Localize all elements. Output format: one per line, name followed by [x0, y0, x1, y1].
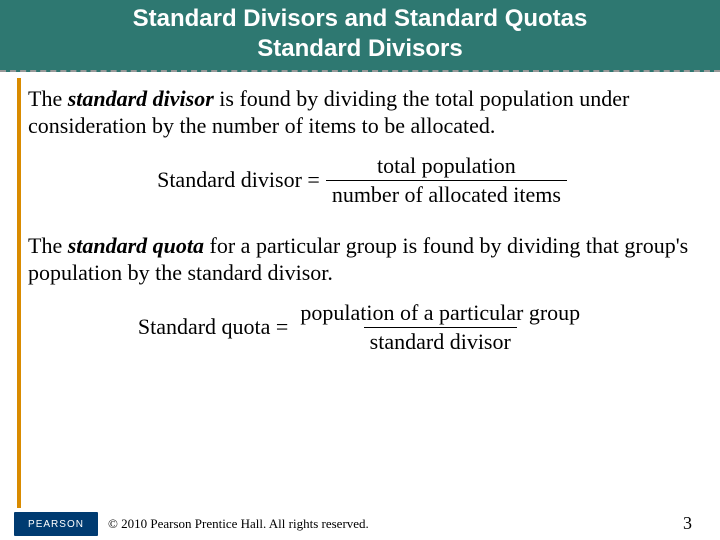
slide: Standard Divisors and Standard Quotas St…: [0, 0, 720, 540]
para1-term: standard divisor: [68, 86, 214, 111]
copyright-text: © 2010 Pearson Prentice Hall. All rights…: [108, 516, 369, 532]
formula-standard-divisor: Standard divisor = total population numb…: [28, 154, 696, 207]
formula2-numerator: population of a particular group: [294, 301, 586, 327]
formula1-denominator: number of allocated items: [326, 180, 567, 207]
accent-bar: [17, 78, 21, 508]
header-line-1: Standard Divisors and Standard Quotas: [0, 4, 720, 34]
paragraph-standard-quota: The standard quota for a particular grou…: [28, 233, 696, 287]
formula1: Standard divisor = total population numb…: [157, 154, 567, 207]
formula-standard-quota: Standard quota = population of a particu…: [28, 301, 696, 354]
formula1-lhs: Standard divisor =: [157, 167, 320, 193]
footer: PEARSON © 2010 Pearson Prentice Hall. Al…: [0, 508, 720, 540]
formula2-denominator: standard divisor: [364, 327, 517, 354]
content-area: The standard divisor is found by dividin…: [28, 86, 696, 380]
page-number: 3: [683, 513, 692, 534]
formula2: Standard quota = population of a particu…: [138, 301, 586, 354]
formula1-numerator: total population: [371, 154, 522, 180]
formula1-fraction: total population number of allocated ite…: [326, 154, 567, 207]
header-line-2: Standard Divisors: [0, 34, 720, 64]
para2-prefix: The: [28, 233, 68, 258]
para2-term: standard quota: [68, 233, 204, 258]
pearson-logo: PEARSON: [14, 512, 98, 536]
slide-header: Standard Divisors and Standard Quotas St…: [0, 0, 720, 72]
formula2-lhs: Standard quota =: [138, 314, 289, 340]
paragraph-standard-divisor: The standard divisor is found by dividin…: [28, 86, 696, 140]
para1-prefix: The: [28, 86, 68, 111]
formula2-fraction: population of a particular group standar…: [294, 301, 586, 354]
